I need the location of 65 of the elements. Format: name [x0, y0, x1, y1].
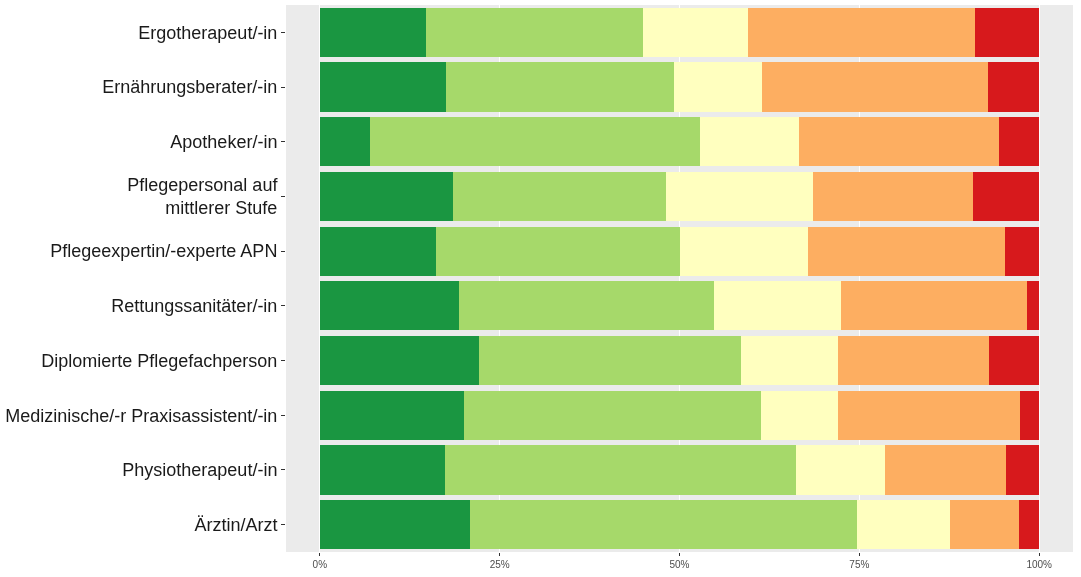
bar [807, 226, 1006, 276]
bar [949, 500, 1020, 550]
bar [319, 171, 453, 222]
bar [319, 281, 459, 331]
bar [319, 390, 464, 440]
bar [370, 117, 700, 167]
bar [747, 7, 976, 57]
bar [741, 335, 839, 386]
bar [1005, 226, 1040, 276]
x-tick-label: 25% [489, 559, 510, 570]
bar [445, 62, 674, 112]
bar [812, 171, 974, 222]
bar [319, 335, 479, 386]
x-tick-label: 100% [1026, 559, 1053, 570]
y-tick-label: Diplomierte Pflegefachperson [41, 350, 278, 371]
bar [673, 62, 762, 112]
bar [988, 335, 1040, 386]
bar [425, 7, 643, 57]
y-tick-label: Pflegeexpertin/-experte APN [50, 241, 278, 262]
bar [470, 500, 858, 550]
bar [857, 500, 950, 550]
bar [884, 445, 1007, 495]
bar [988, 62, 1040, 112]
bar [319, 500, 471, 550]
bar [452, 171, 666, 222]
y-tick-label: Medizinische/-r Praxisassistent/-in [5, 405, 278, 426]
y-tick-label: Pflegepersonal auf mittlerer Stufe [127, 175, 279, 219]
bar [760, 390, 838, 440]
bar [319, 226, 437, 276]
bar [1019, 500, 1040, 550]
y-tick-label: Rettungssanitäter/-in [111, 296, 278, 317]
bar [841, 281, 1027, 331]
bar [319, 62, 446, 112]
bar [1020, 390, 1040, 440]
bar [1026, 281, 1040, 331]
bar [761, 62, 989, 112]
bar [319, 117, 371, 167]
bar [975, 7, 1040, 57]
y-tick-label: Ergotherapeut/-in [138, 22, 278, 43]
bar [680, 226, 808, 276]
bar [642, 7, 748, 57]
x-tick-label: 0% [312, 559, 328, 570]
bar [798, 117, 999, 167]
y-tick-label: Ärztin/Arzt [194, 514, 278, 535]
bar [319, 7, 426, 57]
bar [796, 445, 885, 495]
bar [838, 335, 989, 386]
y-tick-label: Ernährungsberater/-in [102, 77, 278, 98]
bar [444, 445, 797, 495]
bar [837, 390, 1021, 440]
bar [1006, 445, 1040, 495]
x-tick-label: 75% [849, 559, 870, 570]
bar [665, 171, 813, 222]
bar [463, 390, 761, 440]
y-tick-label: Physiotherapeut/-in [122, 460, 278, 481]
bar [319, 445, 445, 495]
bar [714, 281, 842, 331]
bar [458, 281, 715, 331]
bar [973, 171, 1040, 222]
bar [478, 335, 742, 386]
bar [998, 117, 1040, 167]
bar [436, 226, 681, 276]
x-tick-label: 50% [669, 559, 690, 570]
y-tick-label: Apotheker/-in [170, 132, 278, 153]
bar [699, 117, 799, 167]
